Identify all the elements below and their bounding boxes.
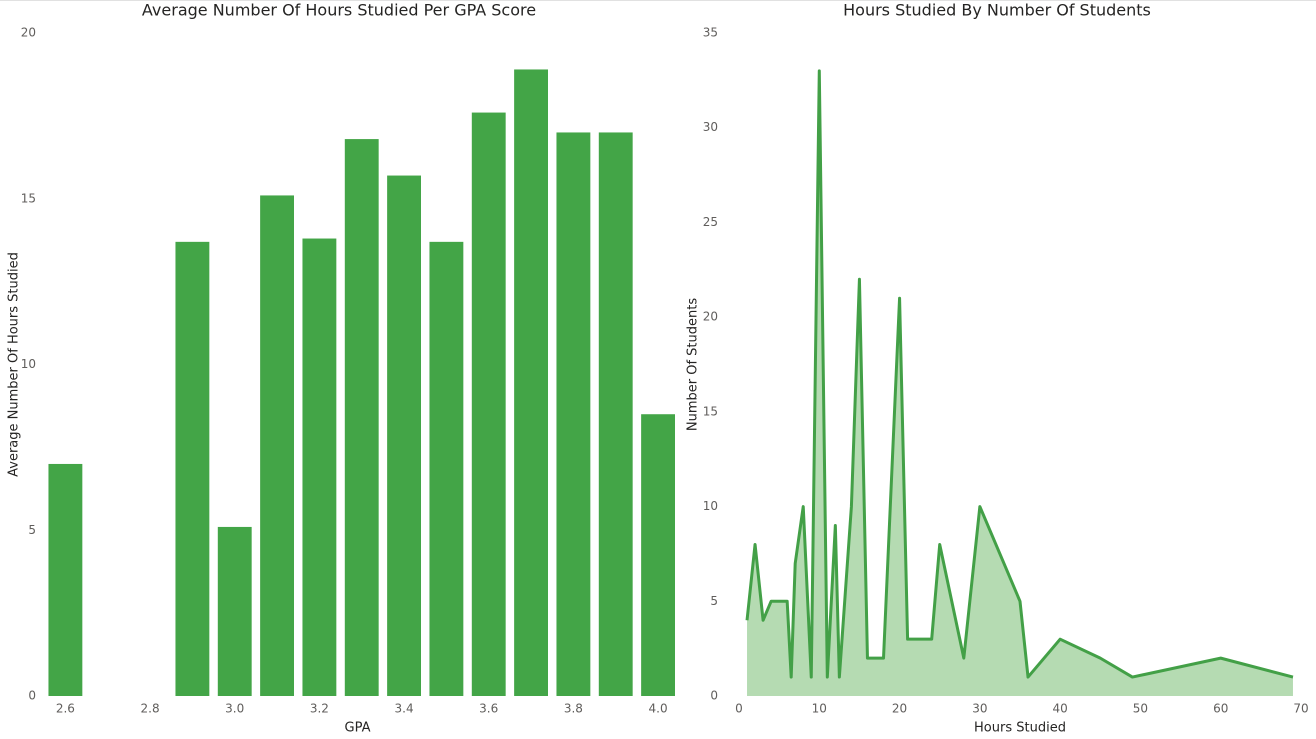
x-tick-label: 3.8 — [564, 702, 583, 716]
y-tick-label: 5 — [710, 594, 718, 608]
x-tick-label: 60 — [1213, 702, 1228, 716]
x-tick-label: 3.4 — [395, 702, 414, 716]
x-tick-label: 3.2 — [310, 702, 329, 716]
bar — [641, 414, 675, 696]
x-tick-label: 2.8 — [141, 702, 160, 716]
y-axis-title: Average Number Of Hours Studied — [7, 252, 22, 477]
chart-title: Average Number Of Hours Studied Per GPA … — [142, 1, 536, 20]
x-axis-title: Hours Studied — [974, 721, 1066, 736]
bar — [217, 526, 252, 696]
x-axis-title: GPA — [345, 721, 371, 736]
y-tick-label: 20 — [703, 310, 718, 324]
bar — [514, 69, 548, 697]
y-axis-title: Number Of Students — [686, 298, 701, 431]
bar — [387, 175, 421, 697]
y-tick-label: 20 — [21, 26, 36, 40]
bar — [598, 132, 633, 696]
x-tick-label: 70 — [1293, 702, 1308, 716]
y-tick-label: 10 — [21, 357, 36, 371]
y-tick-label: 0 — [710, 689, 718, 703]
bar — [302, 238, 337, 696]
x-tick-label: 0 — [735, 702, 743, 716]
x-tick-label: 2.6 — [56, 702, 75, 716]
bar — [344, 139, 379, 696]
x-tick-label: 40 — [1053, 702, 1068, 716]
x-tick-label: 4.0 — [649, 702, 668, 716]
x-tick-label: 3.6 — [479, 702, 498, 716]
y-tick-label: 35 — [703, 26, 718, 40]
y-tick-label: 25 — [703, 215, 718, 229]
x-tick-label: 3.0 — [225, 702, 244, 716]
y-tick-label: 5 — [28, 523, 36, 537]
y-tick-label: 30 — [703, 120, 718, 134]
x-tick-label: 10 — [812, 702, 827, 716]
y-tick-label: 0 — [28, 689, 36, 703]
bar — [556, 132, 591, 696]
x-tick-label: 30 — [972, 702, 987, 716]
y-tick-label: 15 — [703, 404, 718, 418]
chart-title: Hours Studied By Number Of Students — [843, 1, 1151, 20]
bar — [429, 241, 464, 696]
bar — [175, 241, 210, 696]
y-tick-label: 10 — [703, 499, 718, 513]
x-tick-label: 20 — [892, 702, 907, 716]
line — [745, 69, 1294, 679]
bar — [48, 463, 83, 696]
y-tick-label: 15 — [21, 191, 36, 205]
bar — [260, 195, 294, 696]
x-tick-label: 50 — [1133, 702, 1148, 716]
bar — [471, 112, 506, 696]
